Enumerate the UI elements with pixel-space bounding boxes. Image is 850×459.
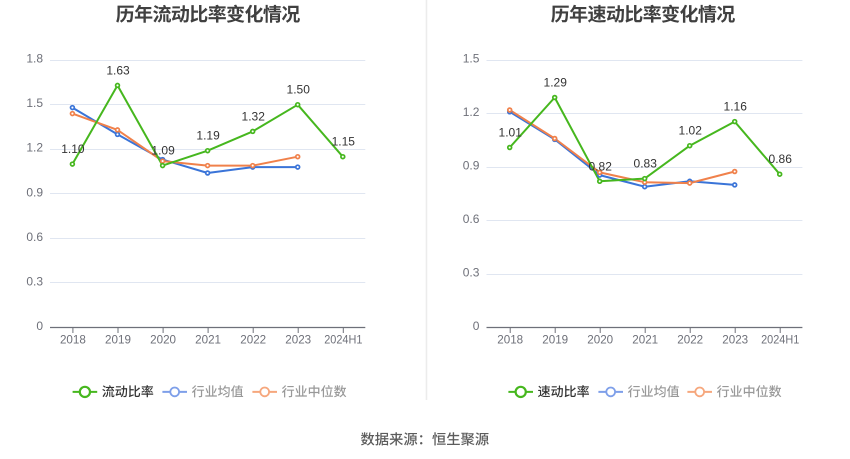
svg-text:0.6: 0.6 (26, 230, 43, 244)
svg-text:2024H1: 2024H1 (324, 333, 362, 347)
svg-text:1.63: 1.63 (106, 63, 130, 77)
svg-text:0.3: 0.3 (463, 266, 480, 280)
svg-text:1.32: 1.32 (242, 109, 266, 123)
svg-text:2020: 2020 (150, 333, 176, 347)
svg-text:0: 0 (36, 319, 43, 333)
svg-text:0.86: 0.86 (769, 152, 793, 166)
svg-text:2019: 2019 (542, 333, 568, 347)
svg-text:2020: 2020 (587, 333, 613, 347)
svg-text:2023: 2023 (722, 333, 748, 347)
svg-text:0.82: 0.82 (589, 159, 613, 173)
svg-text:1.10: 1.10 (61, 142, 85, 156)
svg-text:0.9: 0.9 (26, 185, 43, 199)
svg-text:2018: 2018 (497, 333, 523, 347)
svg-text:1.2: 1.2 (26, 141, 43, 155)
svg-text:1.5: 1.5 (26, 96, 43, 110)
svg-text:0.3: 0.3 (26, 274, 43, 288)
svg-text:1.09: 1.09 (151, 144, 175, 158)
svg-text:2018: 2018 (60, 333, 86, 347)
svg-text:0: 0 (473, 319, 480, 333)
svg-text:2021: 2021 (195, 333, 221, 347)
svg-text:1.29: 1.29 (544, 76, 568, 90)
svg-text:2022: 2022 (240, 333, 266, 347)
svg-text:1.50: 1.50 (287, 83, 311, 97)
svg-text:1.19: 1.19 (196, 129, 220, 143)
svg-text:1.5: 1.5 (463, 52, 480, 66)
svg-text:1.8: 1.8 (26, 52, 43, 66)
svg-text:2021: 2021 (632, 333, 658, 347)
svg-text:2022: 2022 (677, 333, 703, 347)
svg-text:2019: 2019 (105, 333, 131, 347)
svg-text:2024H1: 2024H1 (761, 333, 799, 347)
svg-text:2023: 2023 (285, 333, 311, 347)
svg-text:0.83: 0.83 (634, 157, 658, 171)
svg-text:1.2: 1.2 (463, 105, 480, 119)
svg-text:0.9: 0.9 (463, 159, 480, 173)
svg-text:0.6: 0.6 (463, 212, 480, 226)
svg-text:1.16: 1.16 (724, 100, 748, 114)
svg-text:1.02: 1.02 (679, 124, 703, 138)
svg-text:1.01: 1.01 (499, 125, 523, 139)
svg-text:1.15: 1.15 (332, 135, 356, 149)
